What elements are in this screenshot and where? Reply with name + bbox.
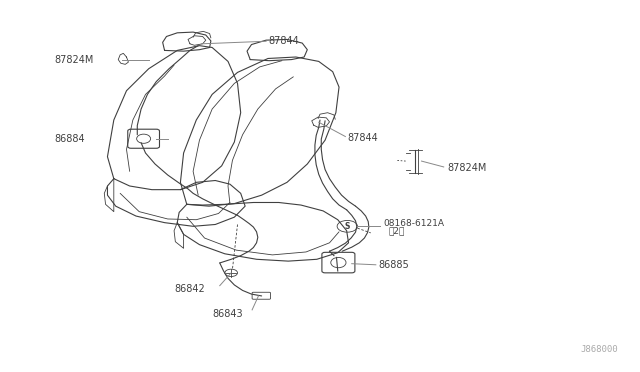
Text: S: S: [344, 222, 350, 231]
Text: （2）: （2）: [388, 226, 405, 235]
Text: 87844: 87844: [348, 133, 378, 142]
Text: 86842: 86842: [174, 284, 205, 294]
Text: 86885: 86885: [378, 260, 409, 270]
Text: 87824M: 87824M: [447, 163, 486, 173]
Text: 87844: 87844: [268, 36, 299, 46]
Text: 08168-6121A: 08168-6121A: [383, 219, 444, 228]
Text: 86843: 86843: [212, 308, 243, 318]
Text: J868000: J868000: [580, 345, 618, 354]
Text: 86884: 86884: [55, 134, 85, 144]
Text: 87824M: 87824M: [55, 55, 94, 65]
